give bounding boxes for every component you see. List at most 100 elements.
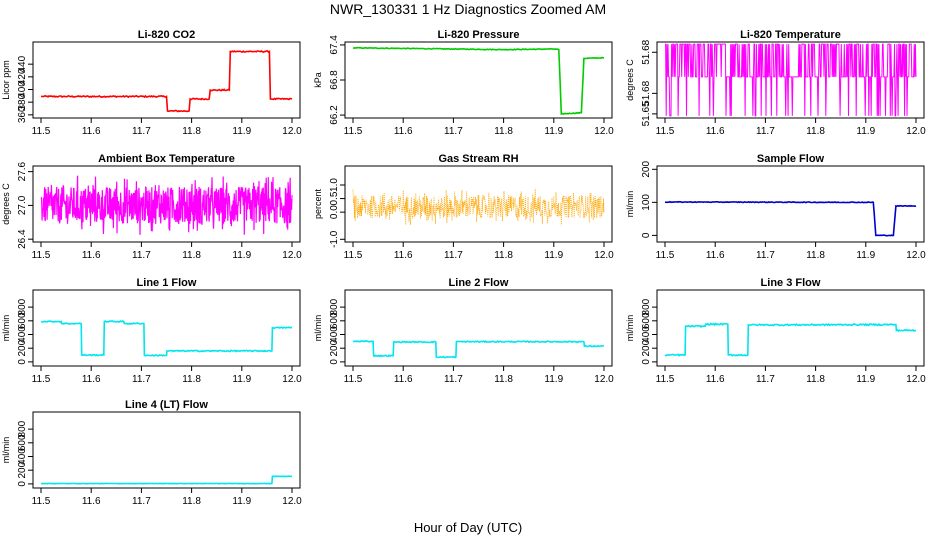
plot-frame <box>32 41 301 119</box>
x-tick-label: 11.9 <box>544 126 563 137</box>
y-tick-label: 400 <box>17 326 28 343</box>
y-tick-label: 0 <box>329 359 340 365</box>
x-tick-label: 12.0 <box>282 496 302 507</box>
x-tick-label: 11.5 <box>32 126 51 137</box>
panel-ylabel: degrees C <box>1 183 11 225</box>
y-tick-label: 200 <box>641 339 652 356</box>
x-tick-label: 11.8 <box>182 374 201 385</box>
y-tick-label: 67.4 <box>329 35 340 55</box>
y-tick-label: 66.8 <box>329 70 340 90</box>
plot-frame <box>656 165 925 243</box>
panel-ylabel: Licor ppm <box>1 60 11 100</box>
x-tick-label: 12.0 <box>282 250 302 261</box>
panel-title: Line 1 Flow <box>137 277 197 289</box>
x-tick-label: 12.0 <box>594 374 614 385</box>
series-line-0 <box>40 175 293 235</box>
y-tick-label: 1.0 <box>329 178 340 192</box>
x-tick-label: 11.6 <box>394 374 413 385</box>
y-tick-label: 0 <box>17 359 28 365</box>
panels-group: Li-820 CO2 Licor ppm 11.5 11.6 11.7 11.8 11.9 1… <box>1 29 926 507</box>
x-tick-label: 11.8 <box>494 374 513 385</box>
panel-ylabel: ml/min <box>1 437 11 464</box>
y-tick-label: 400 <box>329 326 340 343</box>
x-tick-label: 11.6 <box>394 250 413 261</box>
plot-frame <box>656 41 925 119</box>
panel-7: Line 2 Flow ml/min 11.5 11.6 11.7 11.8 11.9 12.… <box>313 277 614 385</box>
x-tick-label: 11.7 <box>444 126 463 137</box>
y-tick-label: 0 <box>641 232 652 238</box>
x-tick-label: 11.8 <box>806 126 825 137</box>
panel-title: Line 4 (LT) Flow <box>125 399 208 411</box>
x-tick-label: 11.7 <box>756 374 775 385</box>
panel-1: Li-820 Pressure kPa 11.5 11.6 11.7 11.8 11.9 12… <box>313 29 614 137</box>
series-line-0 <box>40 50 293 113</box>
y-tick-label: 51.68 <box>641 39 652 64</box>
y-tick-label: 420 <box>17 68 28 85</box>
x-tick-label: 11.7 <box>444 374 463 385</box>
plot-frame <box>344 165 613 243</box>
figure-title: NWR_130331 1 Hz Diagnostics Zoomed AM <box>330 1 606 17</box>
panel-ylabel: degrees C <box>625 59 635 101</box>
x-tick-label: 11.9 <box>856 126 875 137</box>
panel-6: Line 1 Flow ml/min 11.5 11.6 11.7 11.8 11.9 12.… <box>1 277 302 385</box>
y-tick-label: 66.2 <box>329 105 340 125</box>
series-line-0 <box>664 322 917 357</box>
x-tick-label: 11.7 <box>756 250 775 261</box>
panel-ylabel: ml/min <box>313 315 323 342</box>
y-tick-label: 600 <box>17 434 28 451</box>
x-tick-label: 11.5 <box>344 250 363 261</box>
series-line-0 <box>40 320 293 357</box>
x-tick-label: 11.5 <box>344 126 363 137</box>
panel-2: Li-820 Temperature degrees C 11.5 11.6 11.7 1… <box>625 29 926 137</box>
x-tick-label: 11.5 <box>32 374 51 385</box>
plot-frame <box>32 165 301 243</box>
y-tick-label: 26.4 <box>17 229 28 249</box>
x-tick-label: 12.0 <box>594 250 614 261</box>
series-line-0 <box>353 339 605 359</box>
y-tick-label: 100 <box>641 194 652 211</box>
y-tick-label: 400 <box>17 81 28 98</box>
x-tick-label: 11.9 <box>232 250 251 261</box>
series-line-0 <box>665 43 917 117</box>
x-tick-label: 11.5 <box>656 250 675 261</box>
y-tick-label: 600 <box>17 312 28 329</box>
y-tick-label: 800 <box>329 298 340 315</box>
y-tick-label: 27.0 <box>17 195 28 215</box>
x-tick-label: 12.0 <box>594 126 614 137</box>
y-tick-label: 600 <box>329 312 340 329</box>
panel-ylabel: percent <box>313 188 323 219</box>
panel-title: Line 2 Flow <box>449 277 509 289</box>
x-tick-label: 11.9 <box>544 374 563 385</box>
panel-4: Gas Stream RH percent 11.5 11.6 11.7 11.8 11.9… <box>313 153 614 261</box>
y-tick-label: 800 <box>17 420 28 437</box>
panel-ylabel: kPa <box>313 72 323 88</box>
panel-0: Li-820 CO2 Licor ppm 11.5 11.6 11.7 11.8 11.9 1… <box>1 29 302 137</box>
panel-ylabel: ml/min <box>1 315 11 342</box>
x-tick-label: 12.0 <box>906 374 926 385</box>
figure-xlabel: Hour of Day (UTC) <box>414 520 522 535</box>
x-tick-label: 11.9 <box>232 496 251 507</box>
x-tick-label: 11.8 <box>182 126 201 137</box>
x-tick-label: 11.6 <box>706 374 725 385</box>
x-tick-label: 11.5 <box>32 496 51 507</box>
x-tick-label: 12.0 <box>282 126 302 137</box>
series-line-0 <box>352 46 604 116</box>
x-tick-label: 11.9 <box>856 374 875 385</box>
series-line-0 <box>664 200 917 237</box>
x-tick-label: 11.9 <box>232 126 251 137</box>
x-tick-label: 11.9 <box>544 250 563 261</box>
x-tick-label: 11.9 <box>232 374 251 385</box>
panel-title: Li-820 CO2 <box>138 29 195 41</box>
series-line-0 <box>352 188 605 226</box>
y-tick-label: 51.65 <box>641 101 652 126</box>
y-tick-label: 0 <box>641 359 652 365</box>
y-tick-label: 27.6 <box>17 161 28 181</box>
panel-ylabel: ml/min <box>625 191 635 218</box>
panel-8: Line 3 Flow ml/min 11.5 11.6 11.7 11.8 11.9 12.… <box>625 277 926 385</box>
y-tick-label: 600 <box>641 312 652 329</box>
plot-frame <box>32 411 301 489</box>
plot-frame <box>344 41 613 119</box>
x-tick-label: 11.7 <box>756 126 775 137</box>
x-tick-label: 11.8 <box>494 250 513 261</box>
